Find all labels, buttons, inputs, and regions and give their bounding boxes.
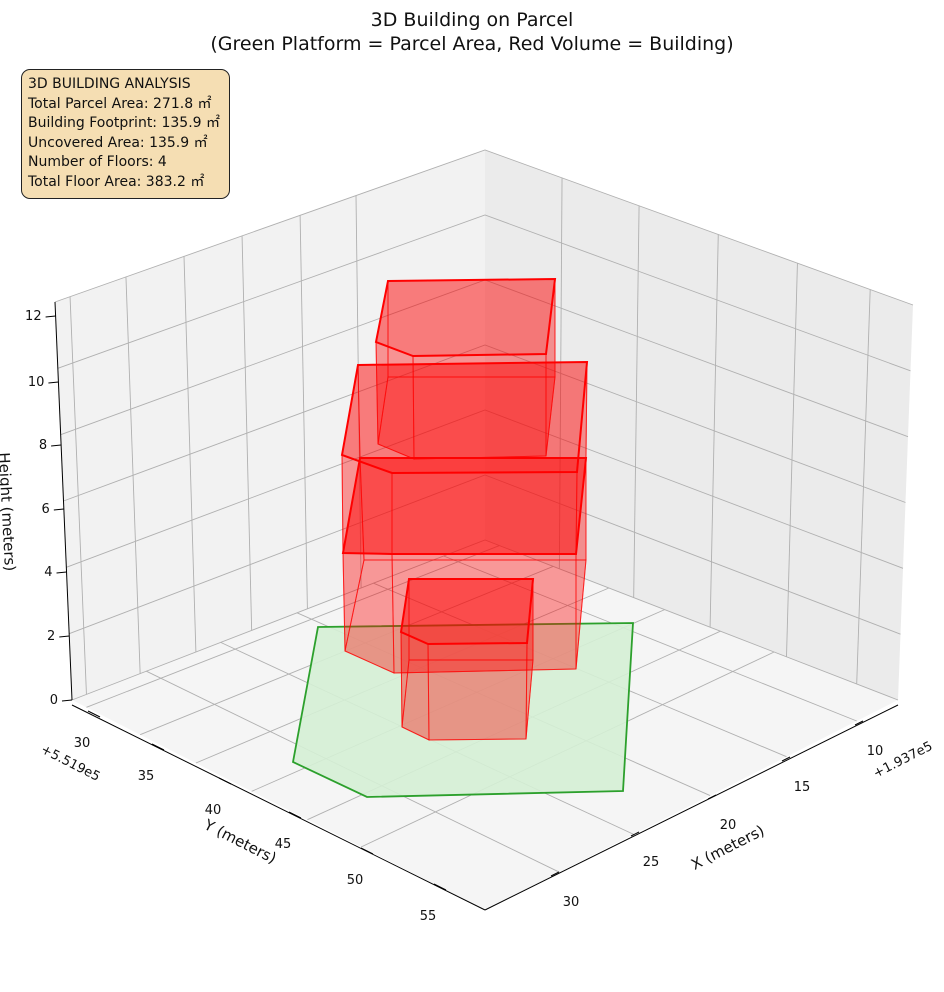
y-tick-label: 50	[347, 873, 364, 888]
grid-line-z	[57, 214, 911, 372]
info-heading: 3D BUILDING ANALYSIS	[28, 76, 191, 92]
x-tick-label: 20	[720, 818, 737, 833]
y-tick-label: 40	[205, 803, 222, 818]
building-roof	[340, 360, 589, 475]
z-tick-label: 6	[42, 502, 50, 517]
building-face	[342, 457, 587, 555]
info-parcel-area: Total Parcel Area: 271.8 ㎡	[28, 95, 212, 112]
grid-line-x	[856, 289, 871, 685]
info-floors: Number of Floors: 4	[28, 154, 167, 170]
x-axis-line	[484, 704, 899, 911]
grid-line-z	[66, 409, 904, 569]
x-tick-mark	[854, 720, 864, 726]
z-axis-line	[54, 301, 73, 701]
chart-title: 3D Building on Parcel	[371, 9, 574, 31]
building-floor-1	[399, 578, 535, 741]
y-tick-mark	[151, 743, 165, 751]
grid-line-y	[86, 545, 500, 708]
building-floor-4	[374, 277, 557, 460]
z-axis-label: Height (meters)	[0, 452, 19, 572]
y-tick-mark	[87, 710, 101, 718]
x-tick-mark	[550, 871, 560, 877]
info-footprint: Building Footprint: 135.9 ㎡	[28, 115, 221, 131]
y-tick-mark	[433, 883, 447, 891]
y-tick-mark	[360, 847, 374, 855]
z-tick-mark	[56, 571, 67, 574]
axis-lines	[54, 301, 899, 911]
grid-line-z	[69, 474, 901, 635]
building-volume	[340, 277, 589, 741]
x-tick-label: 10	[867, 744, 884, 759]
z-tick-mark	[61, 699, 73, 702]
x-tick-label: 15	[794, 780, 811, 795]
y-tick-mark	[288, 811, 302, 819]
z-tick-label: 12	[25, 309, 42, 324]
grid-line-y	[125, 276, 141, 674]
y-tick-label: 35	[138, 769, 155, 784]
info-box: 3D BUILDING ANALYSIS Total Parcel Area: …	[21, 69, 230, 199]
building-roof	[399, 578, 535, 646]
z-tick-mark	[59, 635, 70, 638]
grid-line-y	[299, 215, 308, 609]
building-face	[344, 559, 587, 674]
z-tick-label: 2	[47, 629, 55, 644]
z-tick-label: 4	[44, 565, 52, 580]
building-floor-3	[340, 360, 589, 555]
y-tick-label: 45	[275, 837, 292, 852]
grid-line-z	[63, 344, 906, 503]
z-tick-label: 0	[50, 693, 58, 708]
y-tick-mark	[218, 777, 232, 785]
info-uncovered: Uncovered Area: 135.9 ㎡	[28, 134, 208, 151]
building-face	[401, 659, 534, 741]
y-axis-label: Y (meters)	[200, 815, 279, 867]
grid-line-x	[558, 177, 563, 569]
z-tick-mark	[53, 508, 64, 511]
building-floor-2	[341, 457, 588, 674]
y-offset-label: +5.519e5	[38, 742, 102, 785]
z-tick-mark	[51, 444, 62, 447]
y-axis-line	[71, 704, 486, 911]
z-tick-mark	[45, 315, 56, 318]
grid-line-y	[69, 296, 87, 695]
chart-subtitle: (Green Platform = Parcel Area, Red Volum…	[210, 33, 733, 55]
grid-line-y	[241, 235, 253, 631]
building-roof	[374, 277, 557, 358]
x-tick-mark	[630, 831, 640, 837]
grid-line-y	[183, 256, 197, 653]
grid-line-x	[786, 263, 798, 657]
x-tick-label: 30	[563, 895, 580, 910]
y-tick-label: 30	[74, 736, 91, 751]
grid-line-z	[71, 539, 899, 701]
grid-line-x	[443, 555, 857, 722]
tick-marks: 0 2 4 6 8 10 12 30 35 40 45 50 55 10 15 20 25 30	[25, 309, 883, 924]
y-tick-label: 55	[420, 909, 437, 924]
grid-line-x	[633, 205, 640, 598]
grid-line-z	[54, 149, 914, 306]
x-tick-label: 25	[643, 855, 660, 870]
x-tick-mark	[781, 756, 791, 762]
info-floor-area: Total Floor Area: 383.2 ㎡	[28, 173, 205, 190]
z-tick-mark	[48, 381, 59, 384]
z-tick-label: 8	[39, 438, 47, 453]
grid-line-x	[709, 234, 719, 628]
z-tick-label: 10	[28, 375, 45, 390]
building-face	[377, 376, 556, 460]
x-tick-mark	[707, 794, 717, 800]
